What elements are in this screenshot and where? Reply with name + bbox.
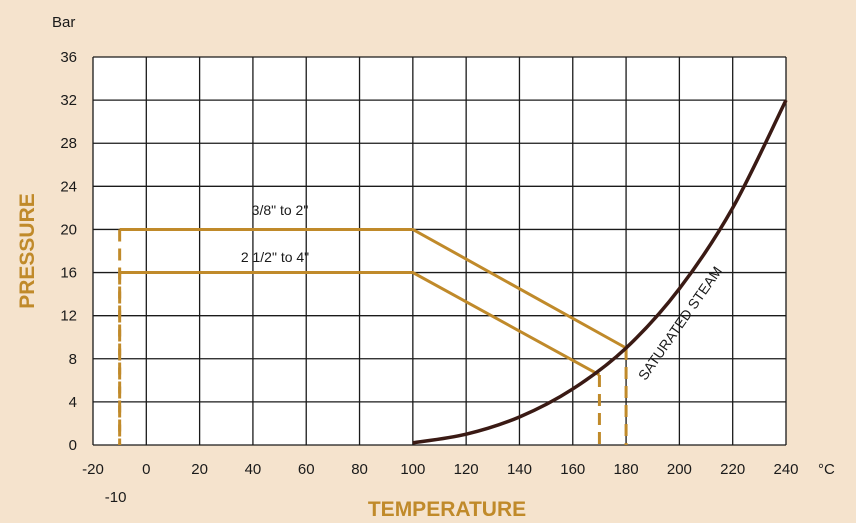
tick-labels: -20 0 20 40 60 80 100 120 140 160 180 200 220 240 0 4 8 1… xyxy=(60,49,798,506)
y-tick-label: 28 xyxy=(60,135,77,152)
x-tick-label: 240 xyxy=(773,461,798,478)
series-label-rating-2: 2 1/2" to 4" xyxy=(241,249,309,265)
y-tick-label: 4 xyxy=(69,394,77,411)
series-line-saturated-steam xyxy=(412,99,788,445)
series-line-rating-2 xyxy=(119,271,601,377)
x-axis-title: TEMPERATURE xyxy=(368,498,526,521)
y-tick-label: 20 xyxy=(60,221,77,238)
y-tick-label: 8 xyxy=(69,351,77,368)
y-tick-label: 24 xyxy=(60,178,77,195)
series-line-rating-1 xyxy=(119,227,627,350)
y-tick-label: 0 xyxy=(69,437,77,454)
y-axis-title: PRESSURE xyxy=(16,193,39,309)
x-tick-label: 180 xyxy=(614,461,639,478)
y-tick-label: 36 xyxy=(60,49,77,66)
x-tick-label: 20 xyxy=(191,461,208,478)
x-tick-label: 120 xyxy=(454,461,479,478)
x-unit-label: °C xyxy=(818,461,835,478)
plot-area xyxy=(93,57,786,445)
x-tick-label: 160 xyxy=(560,461,585,478)
x-tick-label: 140 xyxy=(507,461,532,478)
x-tick-label: 60 xyxy=(298,461,315,478)
x-tick-label: 100 xyxy=(400,461,425,478)
series-label-rating-1: 3/8" to 2" xyxy=(252,202,309,218)
y-unit-label: Bar xyxy=(52,14,75,31)
x-tick-label: 0 xyxy=(142,461,150,478)
x-tick-label: 40 xyxy=(245,461,262,478)
y-tick-label: 12 xyxy=(60,308,77,325)
y-tick-label: 32 xyxy=(60,92,77,109)
x-tick-label-extra: -10 xyxy=(105,489,127,506)
series-layer xyxy=(118,99,788,445)
grid xyxy=(92,56,787,446)
x-tick-label: 80 xyxy=(351,461,368,478)
x-tick-label: 220 xyxy=(720,461,745,478)
y-tick-label: 16 xyxy=(60,265,77,282)
x-tick-label: 200 xyxy=(667,461,692,478)
x-tick-label: -20 xyxy=(82,461,104,478)
